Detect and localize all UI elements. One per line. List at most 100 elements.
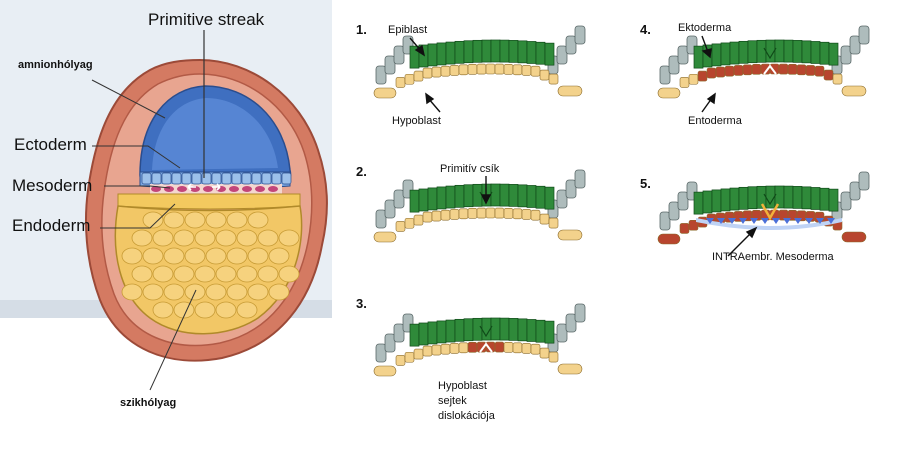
lower-layer-cell [494,63,505,75]
lower-layer-tail [657,87,681,99]
side-cell [574,303,586,323]
lower-layer-cell [778,63,789,75]
mesoderm-cell [177,186,187,192]
lower-layer-cell [395,221,406,232]
lower-layer-tail [373,87,397,99]
yolk-cell [152,229,174,247]
epiblast-cell [801,186,812,210]
epiblast-cell [517,40,528,64]
lower-layer-cell [467,208,478,219]
epiblast-cell [720,188,731,212]
lower-layer-cell [724,65,735,77]
side-cell [668,201,680,221]
mesoderm-cell [827,218,835,224]
epiblast-cell [472,317,483,341]
epiblast-cell [738,186,749,210]
lower-layer-tail [557,85,583,97]
ectoderm-cell [241,172,252,185]
yolk-cell [215,265,237,283]
epiblast-cell [774,39,785,63]
endoderm-label: Endoderm [12,216,91,235]
epiblast-cell [499,317,510,341]
mesoderm-cell [268,186,278,192]
side-cell [659,65,671,85]
mesoderm-cell [203,186,213,192]
lower-layer-cell [733,65,744,76]
side-cell [574,25,586,45]
yolk-cell [173,265,195,283]
side-cell [659,211,671,231]
epiblast-cell [508,184,519,207]
epiblast-cell [427,321,438,345]
epiblast-cell [526,41,537,64]
epiblast-cell [756,39,767,63]
lower-layer-cell [787,64,798,75]
panel-label-arrows [409,35,758,257]
lower-layer-cell [422,211,433,223]
epiblast-cell [436,186,447,210]
epiblast-cell [463,40,474,64]
lower-layer-cell [494,341,505,353]
lower-layer-cell [679,77,690,88]
lower-layer-cell [548,217,559,229]
epiblast-cell [544,320,555,344]
lower-layer-cell [413,348,424,360]
lower-layer-cell [431,210,442,222]
streak-groove [763,47,777,60]
epiblast-cell [472,183,483,207]
lower-layer-cell [512,342,523,354]
panel-1-number: 1. [356,22,367,37]
side-cell [384,333,396,353]
ectoderm-cell [261,172,272,185]
yolk-cell [236,229,258,247]
epiblast-cell [828,42,839,66]
side-cell [849,181,861,201]
mesoderm-leader [104,185,171,189]
epiblast-cell [783,185,794,209]
epiblast-cell [526,319,537,342]
mesoderm-cell [772,218,780,224]
lower-layer-cell [539,347,550,359]
yolk-cell [215,301,237,319]
mesoderm-cell [761,218,769,224]
epiblast-cell [792,186,803,209]
mesoderm-cell [728,218,736,224]
lower-layer-cell [413,214,424,226]
lower-layer-cell [449,209,460,220]
yolk-cell [121,247,143,265]
side-cell [375,65,387,85]
yolk-cell [152,265,174,283]
panel-3-label-dislocation: Hypoblast sejtek dislokációja [438,380,495,422]
side-cell [556,189,568,209]
side-cell [393,45,405,65]
yolk-cell [142,247,164,265]
mesoderm-cell [717,218,725,224]
lower-layer-cell [476,63,487,75]
side-cell [677,45,689,65]
yolk-cell [152,301,174,319]
lower-layer-cell [458,342,469,354]
epiblast-cell [517,184,528,208]
lower-layer-tail [557,229,583,241]
lower-layer-cell [395,355,406,366]
endoderm-leader [100,203,176,229]
yolk-cell [194,301,216,319]
yolk-cell [184,247,206,265]
panel-2-diagram [373,169,586,243]
mesoderm-cell [255,186,265,192]
yolk-cell [247,247,269,265]
epiblast-cell [499,183,510,207]
side-cell [375,209,387,229]
epiblast-cell [747,40,758,64]
lower-layer-cell [449,343,460,354]
epiblast-cell [544,42,555,66]
yolk-cell [131,265,153,283]
panel-2-number: 2. [356,164,367,179]
epiblast-cell [436,320,447,344]
mesoderm-cell [151,186,161,192]
epiblast-cell [418,188,429,212]
ectoderm-cell [201,172,212,185]
yolk-cell [205,247,227,265]
epiblast-cell [693,45,704,69]
lower-layer-cell [742,64,753,76]
